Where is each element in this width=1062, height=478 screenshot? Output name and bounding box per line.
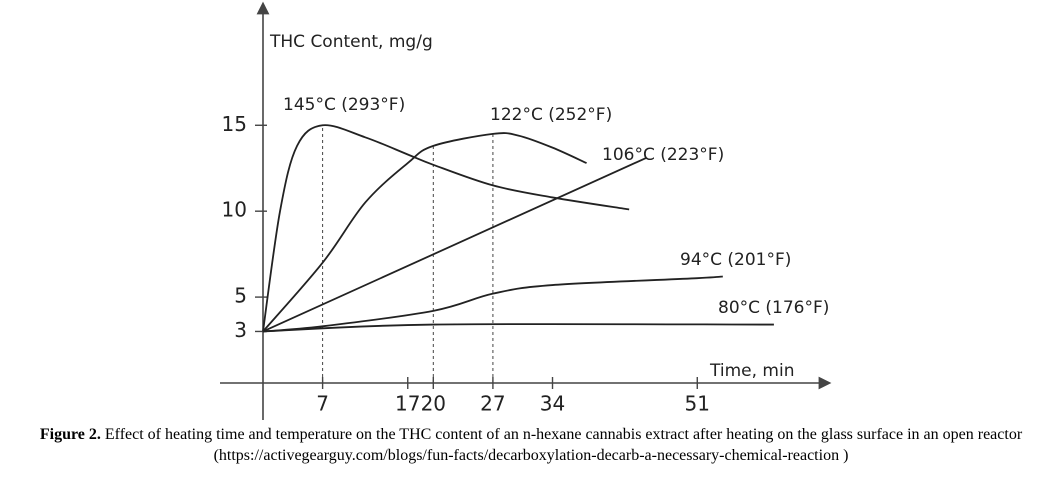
series-label: 94°C (201°F) (680, 250, 791, 270)
x-tick-label: 27 (480, 392, 505, 416)
caption-text: Effect of heating time and temperature o… (104, 426, 1023, 464)
y-tick-label: 3 (234, 318, 247, 342)
series-line (262, 275, 723, 333)
y-tick-label: 10 (222, 198, 247, 222)
y-axis-label: THC Content, mg/g (269, 32, 433, 52)
series-line (262, 323, 774, 333)
x-tick-label: 7 (316, 392, 329, 416)
series-label: 106°C (223°F) (602, 145, 724, 165)
caption-label: Figure 2. (39, 426, 101, 443)
y-tick-label: 15 (222, 112, 247, 136)
series-label: 80°C (176°F) (718, 298, 829, 318)
x-tick-label: 34 (540, 392, 565, 416)
series-line (262, 132, 587, 333)
chart: THC Content, mg/g Time, min 3 5 10 15 7 17 20 2… (220, 1, 832, 420)
x-tick-label: 17 (395, 392, 420, 416)
x-axis-label: Time, min (709, 361, 794, 381)
x-tick-label: 20 (421, 392, 446, 416)
series-line (262, 157, 647, 333)
y-tick-label: 5 (234, 284, 247, 308)
x-tick-label: 51 (685, 392, 710, 416)
series-label: 122°C (252°F) (490, 105, 612, 125)
series-line (262, 124, 630, 332)
series-label: 145°C (293°F) (283, 95, 405, 115)
caption: Figure 2. Effect of heating time and tem… (20, 424, 1042, 466)
